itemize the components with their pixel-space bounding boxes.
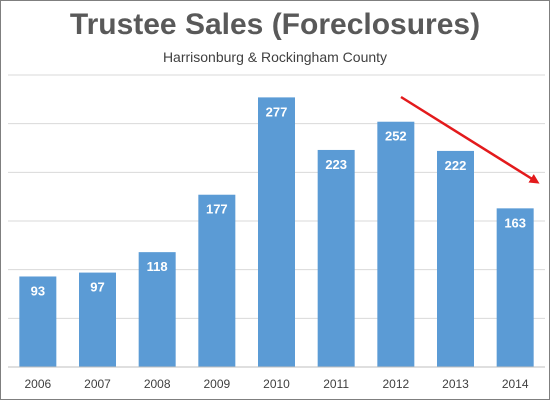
bar-2010 — [258, 97, 295, 368]
value-label-2010: 277 — [266, 104, 288, 119]
x-tick-label-2013: 2013 — [442, 377, 469, 391]
chart-title: Trustee Sales (Foreclosures) — [69, 8, 481, 41]
value-label-2012: 252 — [385, 129, 407, 144]
value-label-2006: 93 — [31, 283, 45, 298]
bar-2009 — [198, 194, 236, 367]
value-label-2007: 97 — [90, 280, 104, 295]
x-tick-labels: 2006 2007 2008 2009 2010 2011 2012 2013 2014 — [24, 377, 528, 391]
bar-2013 — [437, 150, 474, 367]
x-tick-label-2010: 2010 — [263, 377, 290, 391]
trend-arrow — [400, 95, 540, 184]
value-label-2013: 222 — [445, 158, 467, 173]
value-label-2011: 223 — [325, 157, 347, 172]
x-tick-label-2012: 2012 — [382, 377, 409, 391]
x-tick-label-2011: 2011 — [323, 377, 349, 391]
x-tick-label-2008: 2008 — [144, 377, 171, 391]
value-label-2008: 118 — [147, 259, 168, 274]
x-tick-label-2009: 2009 — [203, 377, 230, 391]
value-labels: 93 97 118 177 277 223 252 222 163 — [31, 104, 526, 298]
bar-2011 — [317, 149, 355, 367]
value-label-2009: 177 — [206, 202, 228, 217]
bar-2007 — [79, 272, 116, 367]
bar-2006 — [19, 276, 57, 367]
x-tick-label-2006: 2006 — [24, 377, 51, 391]
bars — [19, 97, 534, 368]
x-tick-label-2014: 2014 — [502, 377, 529, 391]
bar-2012 — [377, 121, 415, 367]
bar-2008 — [138, 252, 176, 367]
chart-subtitle: Harrisonburg & Rockingham County — [162, 49, 388, 65]
value-label-2014: 163 — [504, 215, 526, 230]
bar-2014 — [496, 208, 534, 367]
x-tick-label-2007: 2007 — [84, 377, 111, 391]
